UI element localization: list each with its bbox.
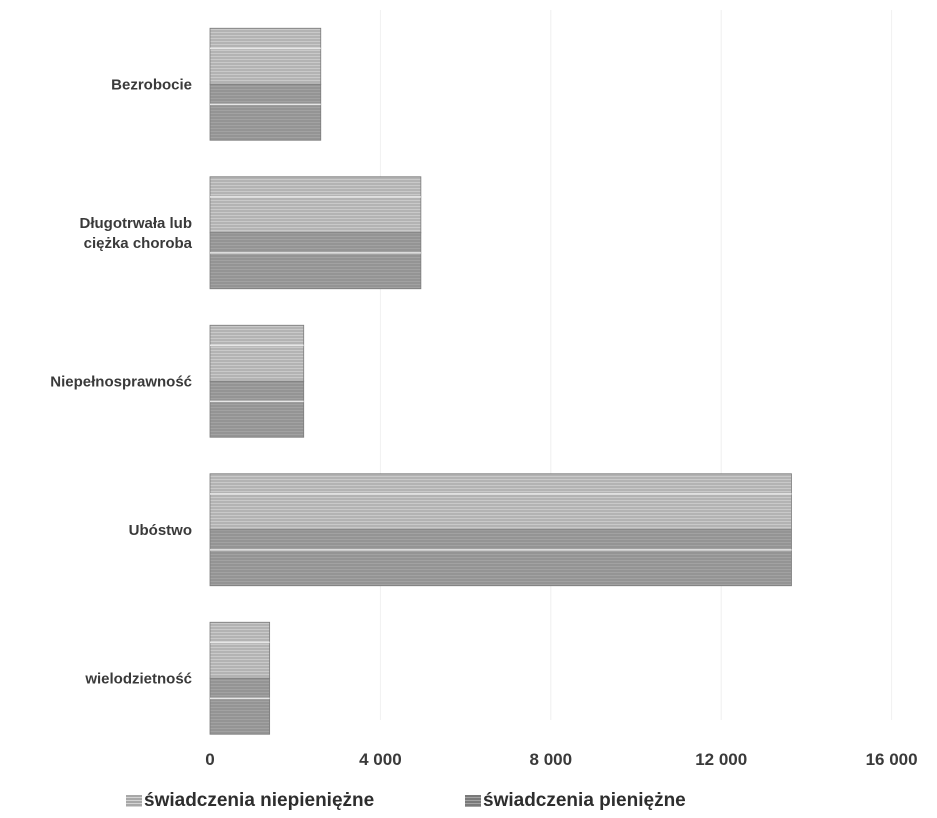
bar-dlugotrwala-lub-ciezka-choroba-nonmonetary xyxy=(209,176,422,234)
category-label-wielodzietnosc: wielodzietność xyxy=(84,670,192,687)
legend-label-nonmonetary: świadczenia niepieniężne xyxy=(144,790,375,811)
legend-item-monetary: świadczenia pieniężne xyxy=(465,788,686,814)
legend-swatch-monetary xyxy=(465,795,481,807)
category-label-ubostwo: Ubóstwo xyxy=(129,522,192,539)
category-labels: Bezrobocie Długotrwała lub ciężka choroba N… xyxy=(50,76,192,687)
bar-niepelnosprawnosc-nonmonetary xyxy=(209,324,305,382)
x-tick-label: 0 xyxy=(205,750,214,769)
bar-niepelnosprawnosc-monetary xyxy=(209,380,305,438)
x-tick-label: 8 000 xyxy=(530,750,573,769)
bars xyxy=(209,27,792,735)
category-label-niepelnosprawnosc: Niepełnosprawność xyxy=(50,373,192,390)
bar-dlugotrwala-lub-ciezka-choroba-monetary xyxy=(209,232,422,290)
gridlines xyxy=(379,10,893,720)
category-label-bezrobocie: Bezrobocie xyxy=(111,76,192,93)
bar-ubostwo-nonmonetary xyxy=(209,473,792,531)
category-label-dlugotrwala-lub-ciezka-choroba: Długotrwała lub ciężka choroba xyxy=(80,215,193,252)
x-axis-ticks: 0 4 000 8 000 12 000 16 000 xyxy=(205,750,917,769)
bar-wielodzietnosc-nonmonetary xyxy=(209,621,271,679)
legend-item-nonmonetary: świadczenia niepieniężne xyxy=(126,788,374,814)
legend-swatch-nonmonetary xyxy=(126,795,142,807)
bar-ubostwo-monetary xyxy=(209,529,792,587)
x-tick-label: 16 000 xyxy=(866,750,918,769)
legend-label-monetary: świadczenia pieniężne xyxy=(483,790,686,811)
x-tick-label: 12 000 xyxy=(695,750,747,769)
x-tick-label: 4 000 xyxy=(359,750,402,769)
bar-bezrobocie-nonmonetary xyxy=(209,27,322,85)
bar-bezrobocie-monetary xyxy=(209,83,322,141)
bar-wielodzietnosc-monetary xyxy=(209,677,271,735)
